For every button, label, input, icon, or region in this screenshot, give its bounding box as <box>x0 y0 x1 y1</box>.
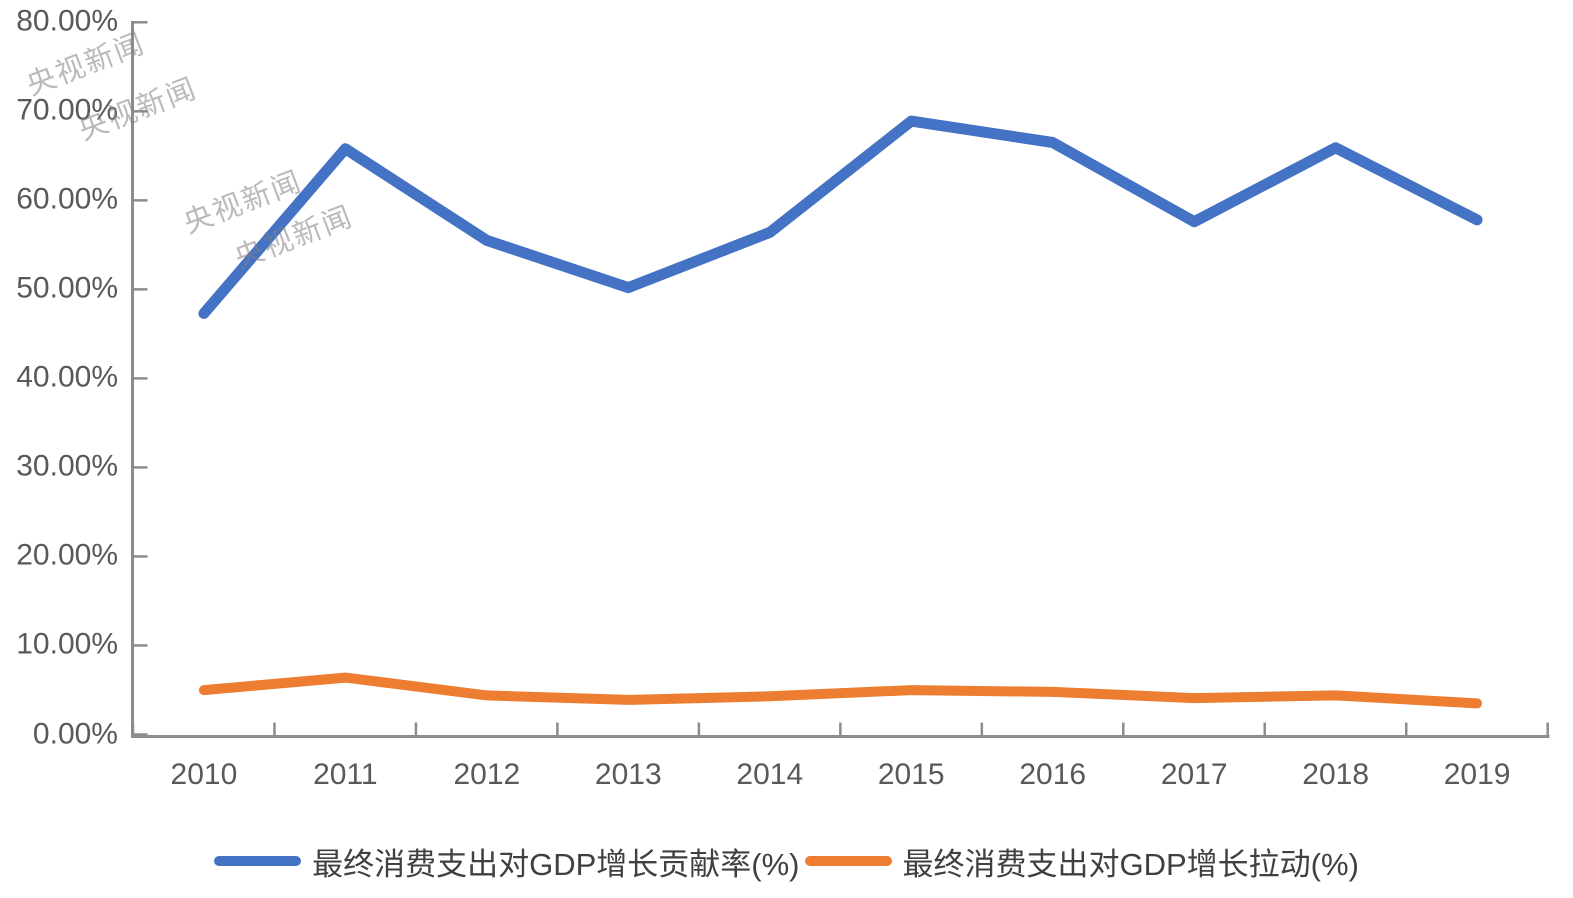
y-axis-label: 80.00% <box>16 4 118 38</box>
legend-swatch-pull <box>804 856 892 866</box>
y-axis-label: 10.00% <box>16 627 118 661</box>
y-axis-label: 0.00% <box>32 716 118 750</box>
y-axis-label: 20.00% <box>16 538 118 572</box>
x-axis-label: 2014 <box>736 758 804 791</box>
legend-item-contribution: 最终消费支出对GDP增长贡献率(%) <box>214 839 800 884</box>
x-axis-label: 2018 <box>1302 758 1370 791</box>
legend-swatch-contribution <box>214 856 302 866</box>
y-axis-label: 40.00% <box>16 360 118 394</box>
y-axis-label: 60.00% <box>16 182 118 216</box>
series-line-pull <box>198 672 1483 709</box>
legend: 最终消费支出对GDP增长贡献率(%) 最终消费支出对GDP增长拉动(%) <box>0 840 1573 882</box>
x-axis-label: 2019 <box>1443 758 1511 791</box>
x-axis-label: 2015 <box>877 758 945 791</box>
legend-item-pull: 最终消费支出对GDP增长拉动(%) <box>804 839 1359 884</box>
x-axis-label: 2017 <box>1160 758 1228 791</box>
x-axis-label: 2011 <box>313 758 378 791</box>
y-axis-label: 50.00% <box>16 271 118 305</box>
x-axis-label: 2013 <box>594 758 662 791</box>
y-axis-label: 70.00% <box>16 93 118 127</box>
series-line-contribution <box>198 115 1483 319</box>
x-axis-label: 2016 <box>1019 758 1087 791</box>
legend-label-contribution: 最终消费支出对GDP增长贡献率(%) <box>312 846 800 882</box>
legend-label-pull: 最终消费支出对GDP增长拉动(%) <box>902 846 1359 882</box>
x-axis-label: 2010 <box>170 758 238 791</box>
x-axis-label: 2012 <box>453 758 521 791</box>
y-axis-label: 30.00% <box>16 449 118 483</box>
